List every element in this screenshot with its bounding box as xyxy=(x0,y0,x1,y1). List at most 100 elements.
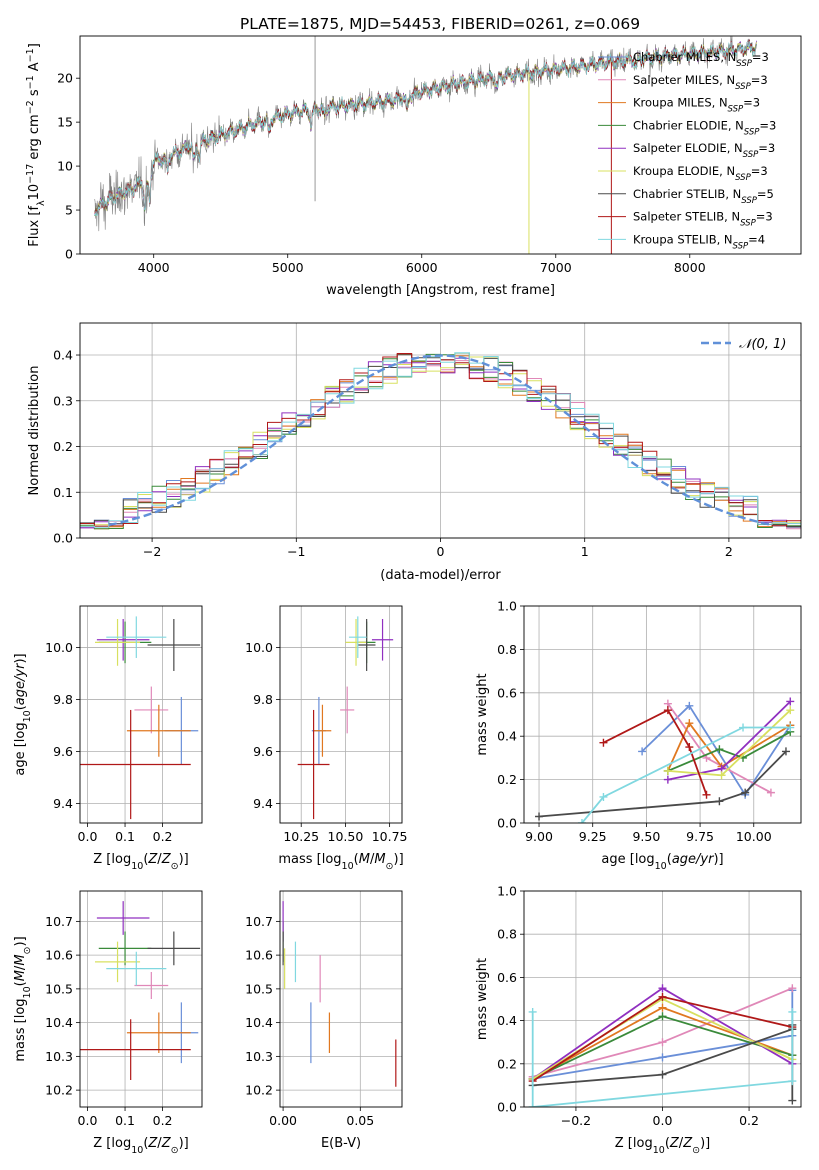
data-point xyxy=(741,788,750,797)
errorbar-kroupa-stelib xyxy=(348,616,367,658)
legend-label-chabrier-stelib: Chabrier STELIB, NSSP=5 xyxy=(633,187,774,206)
y-tick-label: 10.6 xyxy=(245,948,273,963)
errorbar-salpeter-stelib xyxy=(80,709,191,820)
y-tick-label: 0.3 xyxy=(53,393,73,408)
data-point xyxy=(739,723,748,732)
errorbar-chabrier-stelib xyxy=(147,931,201,966)
x-tick-label: 10.25 xyxy=(283,829,319,844)
data-point xyxy=(663,775,672,784)
errorbar-salpeter-miles xyxy=(134,686,169,734)
x-tick-label: 10.50 xyxy=(328,829,364,844)
x-axis-label: wavelength [Angstrom, rest frame] xyxy=(326,283,555,298)
plot-area xyxy=(297,616,394,820)
y-axis-label: Normed distribution xyxy=(27,366,42,496)
data-point xyxy=(702,790,711,799)
age-vs-metallicity-panel: 0.0 0.1 0.2 9.4 9.6 9.8 10.0 Z [log10(Z/Z⊙)] age… xyxy=(13,605,203,872)
x-axis-label: E(B-V) xyxy=(321,1136,361,1151)
data-point xyxy=(788,1007,797,1016)
series-kroupa-stelib xyxy=(577,723,795,823)
grid xyxy=(280,606,402,823)
series-line xyxy=(602,709,708,796)
data-point xyxy=(786,706,795,715)
x-tick-label: 0.00 xyxy=(269,1113,297,1128)
axes-frame xyxy=(523,890,802,1108)
plot-area xyxy=(94,36,757,254)
x-tick-label: 0 xyxy=(437,544,445,559)
errorbar-salpeter-elodie xyxy=(96,618,150,661)
errorbar-salpeter-elodie xyxy=(371,618,394,661)
y-tick-label: 0.0 xyxy=(53,531,73,546)
axes: 0.0 0.1 0.2 9.4 9.6 9.8 10.0 xyxy=(45,640,172,844)
y-tick-label: 0.0 xyxy=(497,1100,517,1115)
x-tick-label: 7000 xyxy=(540,260,572,275)
x-tick-label: 0.0 xyxy=(653,1113,673,1128)
errorbar-salpeter-miles xyxy=(340,686,355,734)
y-tick-label: 0.1 xyxy=(53,485,73,500)
x-tick-label: 1 xyxy=(581,544,589,559)
data-point xyxy=(786,697,795,706)
errorbar-kroupa-stelib xyxy=(106,951,167,986)
y-tick-label: 0.8 xyxy=(497,927,517,942)
axes: 0.0 0.1 0.2 10.2 10.3 10.4 10.5 10.6 10.7 xyxy=(45,914,172,1128)
errorbar-salpeter-stelib xyxy=(80,1019,191,1080)
data-point xyxy=(599,738,608,747)
y-tick-label: 9.4 xyxy=(53,796,73,811)
figure-title: PLATE=1875, MJD=54453, FIBERID=0261, z=0… xyxy=(240,15,640,33)
y-tick-label: 10.4 xyxy=(245,1015,273,1030)
plot-area xyxy=(80,352,801,538)
series-kroupa-stelib xyxy=(528,1007,797,1107)
x-tick-label: 10.00 xyxy=(736,829,772,844)
residuals-panel: −2 −1 0 1 2 0.0 0.1 0.2 0.3 0.4 𝒩(0, 1) (data-model… xyxy=(27,322,802,583)
y-tick-label: 0.6 xyxy=(497,685,517,700)
y-tick-label: 9.8 xyxy=(53,692,73,707)
data-point xyxy=(663,766,672,775)
legend-label-salpeter-elodie: Salpeter ELODIE, NSSP=3 xyxy=(633,141,775,160)
y-tick-label: 0.2 xyxy=(53,439,73,454)
axes-frame xyxy=(279,890,403,1108)
data-point xyxy=(535,812,544,821)
data-point xyxy=(685,743,694,752)
data-point xyxy=(715,745,724,754)
histogram-salpeter-stelib xyxy=(80,353,801,538)
y-tick-label: 0.8 xyxy=(497,642,517,657)
axes: −0.2 0.0 0.2 0.0 0.2 0.4 0.6 0.8 1.0 xyxy=(497,884,759,1129)
x-axis-label: (data-model)/error xyxy=(380,568,501,583)
y-tick-label: 0.0 xyxy=(497,816,517,831)
mass-vs-metallicity-panel: 0.0 0.1 0.2 10.2 10.3 10.4 10.5 10.6 10.7 Z [log1… xyxy=(13,890,203,1156)
errorbar-salpeter-elodie xyxy=(96,901,150,935)
errorbar-kroupa-elodie xyxy=(95,618,141,666)
y-tick-label: 10.4 xyxy=(45,1015,73,1030)
data-point xyxy=(685,701,694,710)
axes-frame xyxy=(79,605,203,824)
mass-vs-ebv-panel: 0.00 0.05 10.2 10.3 10.4 10.5 10.6 10.7 E(B-V) xyxy=(245,890,403,1151)
x-tick-label: 0.1 xyxy=(115,829,135,844)
data-point xyxy=(685,719,694,728)
x-tick-label: 0.0 xyxy=(78,1113,98,1128)
errorbar-chabrier-stelib xyxy=(357,618,376,671)
x-tick-label: 0.2 xyxy=(153,829,173,844)
y-tick-label: 10.2 xyxy=(245,1083,273,1098)
y-tick-label: 10.2 xyxy=(45,1083,73,1098)
data-point xyxy=(658,1053,667,1062)
y-tick-label: 10.7 xyxy=(45,914,73,929)
series-line xyxy=(581,726,791,823)
errorbar-kroupa-miles xyxy=(126,1012,191,1053)
axes: −2 −1 0 1 2 0.0 0.1 0.2 0.3 0.4 xyxy=(53,348,733,559)
data-point xyxy=(528,1103,537,1107)
axes-frame xyxy=(279,605,403,824)
y-tick-label: 0.4 xyxy=(497,1013,517,1028)
y-tick-label: 10.3 xyxy=(45,1049,73,1064)
series-line xyxy=(531,1012,794,1107)
y-tick-label: 10.0 xyxy=(245,640,273,655)
data-point xyxy=(781,747,790,756)
plot-area xyxy=(528,984,797,1107)
grid xyxy=(80,606,202,823)
x-tick-label: 9.50 xyxy=(632,829,660,844)
plot-area xyxy=(535,697,795,823)
series-line xyxy=(538,750,787,818)
legend-label-chabrier-elodie: Chabrier ELODIE, NSSP=3 xyxy=(633,118,776,137)
errorbar-kroupa-elodie xyxy=(345,618,367,666)
errorbar-kroupa-miles xyxy=(126,704,191,757)
axes-frame xyxy=(79,35,802,255)
axes-frame xyxy=(79,890,203,1108)
